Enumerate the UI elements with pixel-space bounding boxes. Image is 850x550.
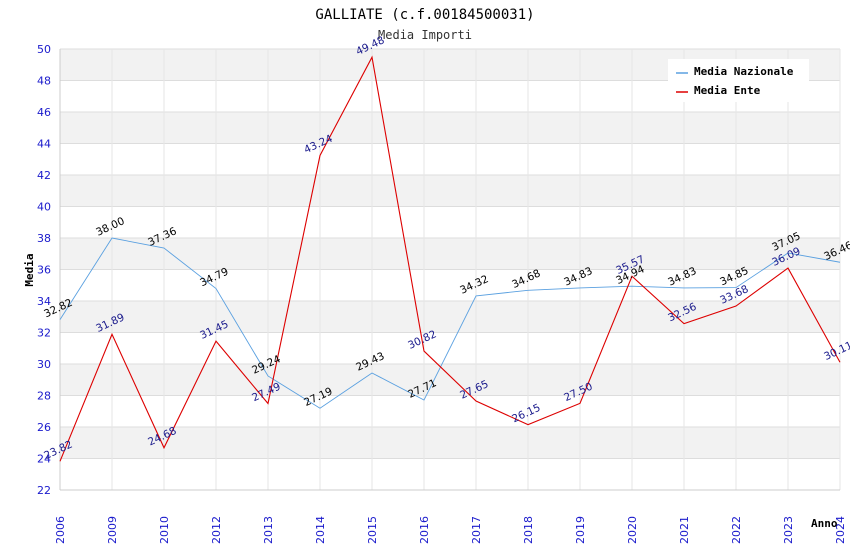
grid-band <box>60 395 840 427</box>
y-tick-label: 44 <box>37 138 51 151</box>
y-tick-label: 32 <box>37 327 51 340</box>
chart-subtitle: Media Importi <box>378 28 472 42</box>
grid-band <box>60 427 840 459</box>
y-tick-label: 50 <box>37 43 51 56</box>
x-tick-label: 2006 <box>54 516 67 544</box>
gridlines <box>59 48 841 491</box>
y-tick-label: 38 <box>37 232 51 245</box>
grid-band <box>60 143 840 175</box>
series-lines <box>59 55 841 462</box>
series-line-media-nazionale <box>59 237 841 409</box>
grid-band <box>60 238 840 270</box>
y-tick-label: 28 <box>37 390 51 403</box>
y-tick-label: 46 <box>37 106 51 119</box>
x-tick-label: 2016 <box>418 516 431 544</box>
y-tick-label: 42 <box>37 169 51 182</box>
y-tick-label: 36 <box>37 264 51 277</box>
legend-box <box>668 59 809 102</box>
y-tick-label: 26 <box>37 421 51 434</box>
grid-band <box>60 269 840 301</box>
x-tick-label: 2014 <box>314 516 327 544</box>
legend-label-media-ente: Media Ente <box>694 84 761 97</box>
y-axis-label: Media <box>23 253 36 286</box>
x-tick-label: 2020 <box>626 516 639 544</box>
grid-band <box>60 301 840 333</box>
x-tick-label: 2021 <box>678 516 691 544</box>
legend: Media Nazionale Media Ente <box>668 59 809 102</box>
y-tick-label: 22 <box>37 484 51 497</box>
x-tick-label: 2015 <box>366 516 379 544</box>
chart-title: GALLIATE (c.f.00184500031) <box>315 7 534 23</box>
grid-band <box>60 206 840 238</box>
x-tick-label: 2023 <box>782 516 795 544</box>
grid-band <box>60 175 840 207</box>
y-tick-labels: 22 24 26 28 30 32 34 36 38 40 42 44 46 48 50 <box>37 43 51 497</box>
y-tick-label: 48 <box>37 75 51 88</box>
x-tick-label: 2013 <box>262 516 275 544</box>
y-tick-label: 30 <box>37 358 51 371</box>
grid-band <box>60 364 840 396</box>
x-tick-label: 2019 <box>574 516 587 544</box>
grid-band <box>60 458 840 490</box>
y-tick-label: 34 <box>37 295 51 308</box>
x-tick-label: 2009 <box>106 516 119 544</box>
x-tick-label: 2024 <box>834 516 847 544</box>
series-line-media-ente <box>59 55 841 462</box>
grid-band <box>60 112 840 144</box>
x-tick-label: 2022 <box>730 516 743 544</box>
y-tick-label: 40 <box>37 201 51 214</box>
x-tick-label: 2012 <box>210 516 223 544</box>
x-tick-labels: 2006 2009 2010 2012 2013 2014 2015 2016 2017 2018… <box>54 516 847 544</box>
legend-label-media-nazionale: Media Nazionale <box>694 65 794 78</box>
y-tick-label: 24 <box>37 453 51 466</box>
x-axis-label: Anno <box>811 517 838 530</box>
x-tick-label: 2018 <box>522 516 535 544</box>
x-tick-label: 2010 <box>158 516 171 544</box>
x-tick-label: 2017 <box>470 516 483 544</box>
